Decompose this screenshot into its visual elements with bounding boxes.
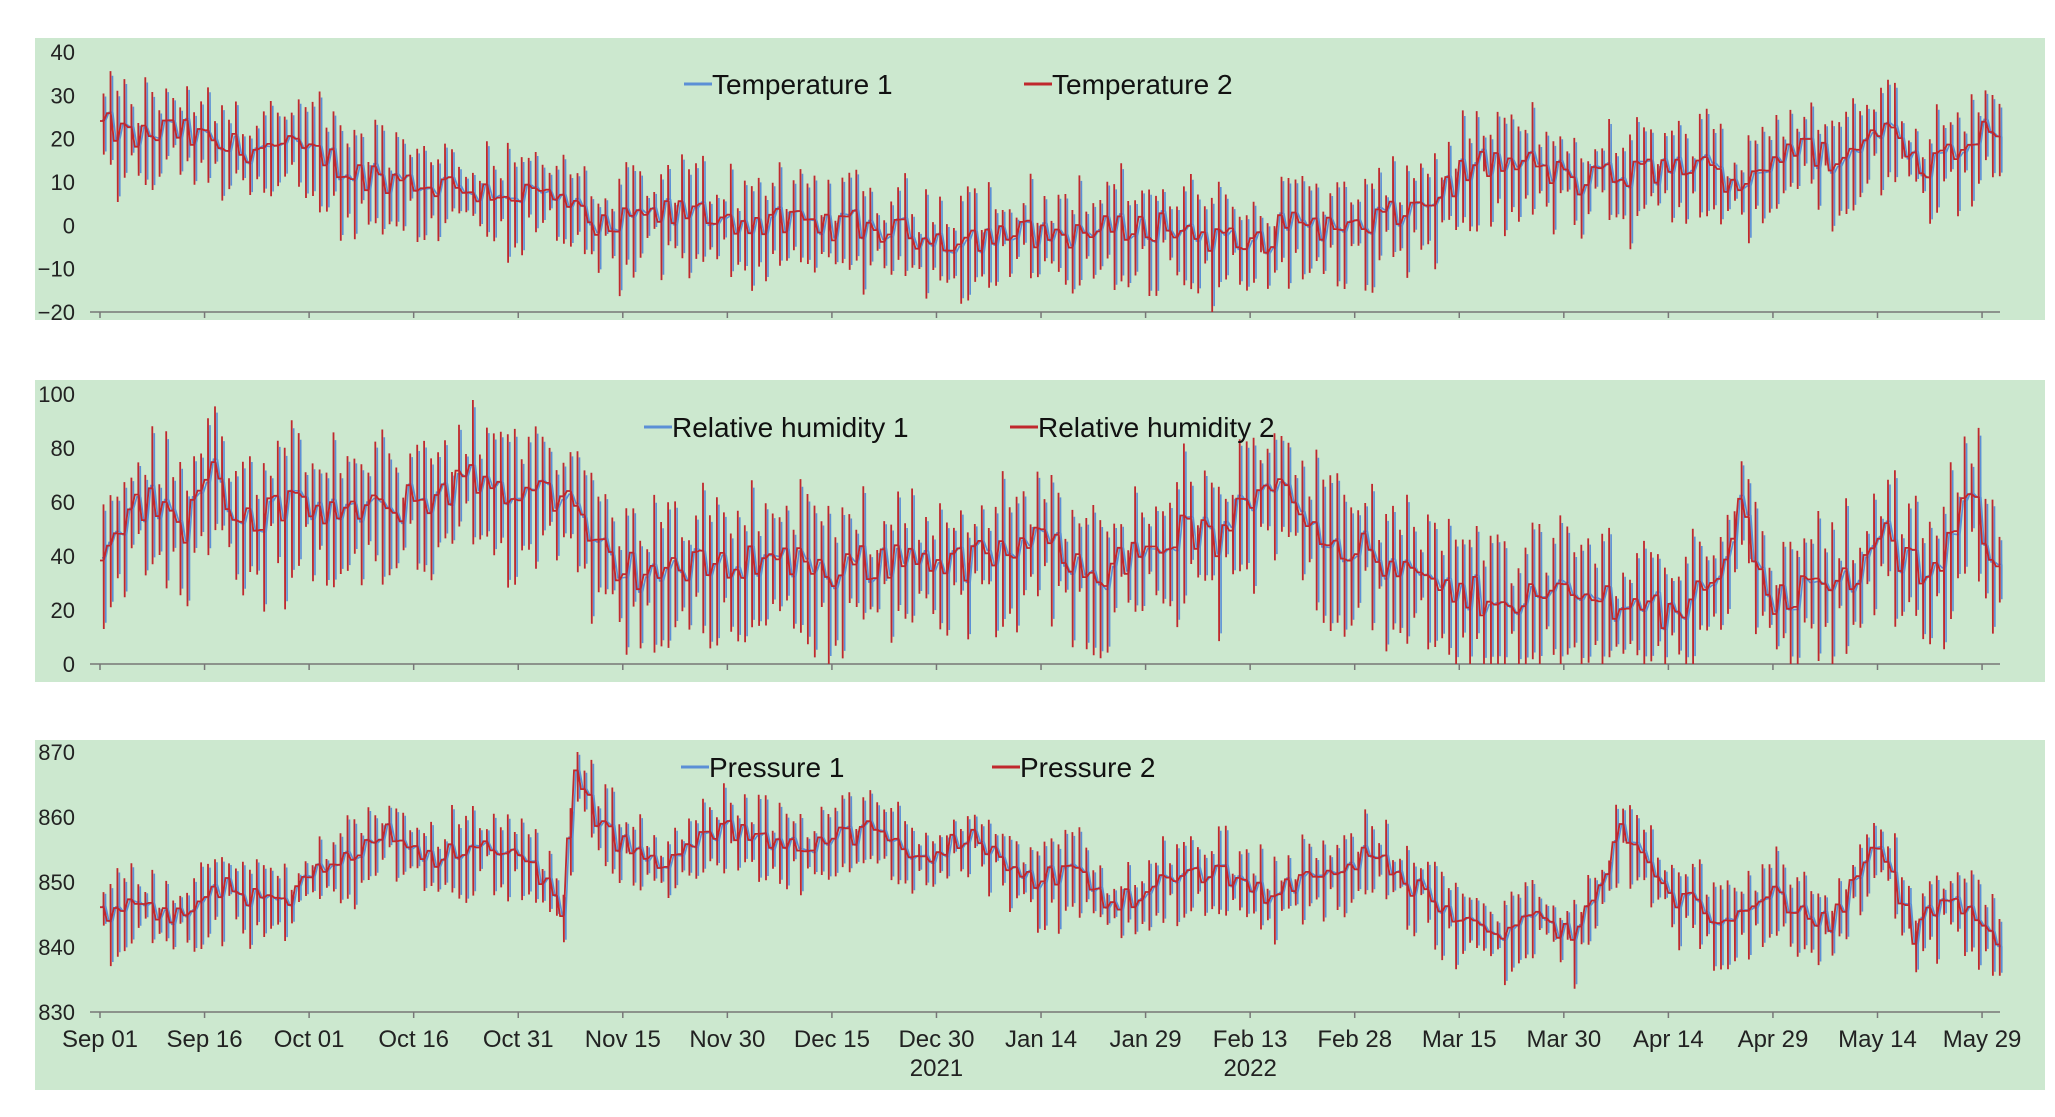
humidity-y-tick-label: 20 [51,598,75,623]
humidity-panel: 100 80 60 40 20 0 Relative humidity 1 Relativ… [35,380,2045,682]
x-tick-label: Apr 29 [1738,1026,1809,1053]
humidity-y-ticks: 100 80 60 40 20 0 [38,382,75,677]
x-tick-label: Oct 31 [483,1026,554,1053]
humidity-legend: Relative humidity 1 Relative humidity 2 [644,412,1275,443]
relative-humidity-2-series [100,399,2001,665]
relative-humidity-2-legend-label: Relative humidity 2 [1038,412,1275,443]
pressure-1-series [102,754,2003,985]
temperature-y-tick-label: 30 [51,83,75,108]
pressure-y-ticks: 870 860 850 840 830 [38,740,75,1025]
x-year-label: 2022 [1223,1055,1276,1082]
humidity-series-2-line [100,399,2001,665]
pressure-panel: 870 860 850 840 830 Pressure 1 Pressure 2 Se… [35,740,2045,1090]
pressure-x-tick-marks [99,1012,1983,1018]
pressure-legend: Pressure 1 Pressure 2 [681,752,1155,783]
x-tick-label: Dec 15 [794,1026,870,1053]
x-tick-label: Mar 15 [1422,1026,1497,1053]
temperature-1-legend-label: Temperature 1 [712,69,893,100]
temperature-legend: Temperature 1 Temperature 2 [684,69,1233,100]
pressure-y-tick-label: 830 [38,1000,75,1025]
x-axis-date-labels: Sep 01 Sep 16 Oct 01 Oct 16 Oct 31 Nov 15 Nov … [62,1026,2021,1082]
temperature-x-tick-marks [99,312,1983,318]
temperature-y-tick-label: 40 [51,40,75,65]
x-tick-label: Nov 15 [585,1026,661,1053]
temperature-2-legend-label: Temperature 2 [1052,69,1233,100]
relative-humidity-1-legend-label: Relative humidity 1 [672,412,909,443]
temperature-y-ticks: 40 30 20 10 0 −10 −20 [38,40,75,325]
temperature-series-1-line [102,75,2003,307]
temperature-y-tick-label: 0 [63,213,75,238]
relative-humidity-1-series [102,407,2003,660]
x-tick-label: Feb 13 [1213,1026,1288,1053]
pressure-series-2-line [100,751,2001,989]
x-tick-label: Dec 30 [898,1026,974,1053]
x-tick-label: Sep 01 [62,1026,138,1053]
temperature-y-tick-label: −20 [38,300,75,325]
x-tick-label: Nov 30 [689,1026,765,1053]
x-tick-label: Oct 16 [378,1026,449,1053]
pressure-y-tick-label: 870 [38,740,75,765]
humidity-x-tick-marks [99,664,1983,670]
x-tick-label: Jan 14 [1005,1026,1077,1053]
humidity-y-tick-label: 60 [51,490,75,515]
temperature-series-2-line [100,71,2001,313]
pressure-y-tick-label: 860 [38,805,75,830]
temperature-y-tick-label: 10 [51,170,75,195]
x-tick-label: May 14 [1838,1026,1917,1053]
x-tick-label: Sep 16 [167,1026,243,1053]
x-year-label: 2021 [910,1055,963,1082]
humidity-series-1-line [102,407,2003,660]
humidity-y-tick-label: 80 [51,436,75,461]
pressure-2-legend-label: Pressure 2 [1020,752,1155,783]
temperature-1-series [102,75,2003,307]
temperature-2-series [100,71,2001,313]
temperature-panel: 40 30 20 10 0 −10 −20 Temperature 1 Temperatur… [35,38,2045,325]
humidity-y-tick-label: 100 [38,382,75,407]
humidity-y-tick-label: 0 [63,652,75,677]
x-tick-label: Oct 01 [274,1026,345,1053]
temperature-y-tick-label: 20 [51,127,75,152]
x-tick-label: Apr 14 [1633,1026,1704,1053]
x-tick-label: Feb 28 [1317,1026,1392,1053]
x-tick-label: May 29 [1943,1026,2022,1053]
x-tick-label: Jan 29 [1110,1026,1182,1053]
pressure-1-legend-label: Pressure 1 [709,752,844,783]
humidity-y-tick-label: 40 [51,544,75,569]
x-tick-label: Mar 30 [1526,1026,1601,1053]
pressure-series-1-line [102,754,2003,985]
pressure-y-tick-label: 850 [38,870,75,895]
temperature-y-tick-label: −10 [38,257,75,282]
pressure-y-tick-label: 840 [38,935,75,960]
pressure-2-series [100,751,2001,989]
